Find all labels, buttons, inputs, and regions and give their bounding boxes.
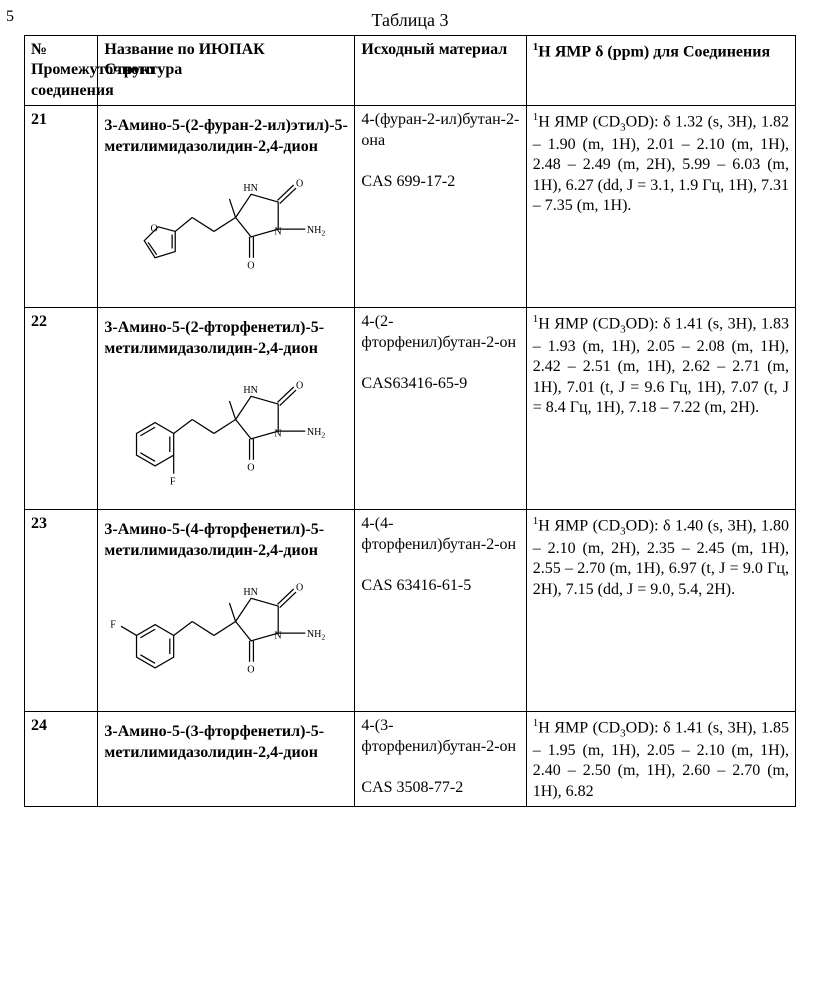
nmr-data: 1H ЯМР (CD3OD): δ 1.40 (s, 3H), 1.80 – 2…: [526, 510, 795, 712]
table-row: 21 3-Амино-5-(2-фуран-2-ил)этил)-5-метил…: [25, 106, 796, 308]
structure-diagram: F: [104, 567, 348, 707]
structure-diagram: F: [104, 365, 348, 505]
iupac-structure-cell: 3-Амино-5-(3-фторфенетил)-5-метилимидазо…: [98, 712, 355, 807]
iupac-structure-cell: 3-Амино-5-(2-фторфенетил)-5-метилимидазо…: [98, 308, 355, 510]
table-row: 22 3-Амино-5-(2-фторфенетил)-5-метилимид…: [25, 308, 796, 510]
header-row: № Промежуточного соединения Название по …: [25, 36, 796, 106]
compound-number: 21: [25, 106, 98, 308]
table-caption: Таблица 3: [24, 10, 796, 31]
header-col2-l1: Название по ИЮПАК: [104, 41, 264, 58]
svg-text:F: F: [111, 620, 117, 631]
iupac-structure-cell: 3-Амино-5-(4-фторфенетил)-5-метилимидазо…: [98, 510, 355, 712]
iupac-name: 3-Амино-5-(3-фторфенетил)-5-метилимидазо…: [104, 722, 348, 763]
header-col3: Исходный материал: [355, 36, 526, 106]
iupac-name: 3-Амино-5-(2-фторфенетил)-5-метилимидазо…: [104, 318, 348, 359]
header-col1: № Промежуточного соединения: [25, 36, 98, 106]
nmr-data: 1H ЯМР (CD3OD): δ 1.32 (s, 3H), 1.82 – 1…: [526, 106, 795, 308]
compound-number: 22: [25, 308, 98, 510]
nmr-data: 1H ЯМР (CD3OD): δ 1.41 (s, 3H), 1.85 – 1…: [526, 712, 795, 807]
iupac-name: 3-Амино-5-(4-фторфенетил)-5-метилимидазо…: [104, 520, 348, 561]
compound-number: 23: [25, 510, 98, 712]
page-number: 5: [6, 8, 14, 26]
header-col2: Название по ИЮПАК Структура: [98, 36, 355, 106]
starting-material: 4-(2-фторфенил)бутан-2-онCAS63416-65-9: [355, 308, 526, 510]
starting-material: 4-(фуран-2-ил)бутан-2-онаCAS 699-17-2: [355, 106, 526, 308]
table-row: 23 3-Амино-5-(4-фторфенетил)-5-метилимид…: [25, 510, 796, 712]
svg-text:F: F: [170, 477, 176, 488]
iupac-name: 3-Амино-5-(2-фуран-2-ил)этил)-5-метилими…: [104, 116, 348, 157]
nmr-data: 1H ЯМР (CD3OD): δ 1.41 (s, 3H), 1.83 – 1…: [526, 308, 795, 510]
structure-diagram: [104, 163, 348, 303]
starting-material: 4-(4-фторфенил)бутан-2-онCAS 63416-61-5: [355, 510, 526, 712]
header-col4: 1H ЯМР δ (ppm) для Соединения: [526, 36, 795, 106]
table-row: 24 3-Амино-5-(3-фторфенетил)-5-метилимид…: [25, 712, 796, 807]
iupac-structure-cell: 3-Амино-5-(2-фуран-2-ил)этил)-5-метилими…: [98, 106, 355, 308]
starting-material: 4-(3-фторфенил)бутан-2-онCAS 3508-77-2: [355, 712, 526, 807]
compound-number: 24: [25, 712, 98, 807]
compound-table: № Промежуточного соединения Название по …: [24, 35, 796, 807]
header-col2-l2: Структура: [104, 61, 182, 78]
